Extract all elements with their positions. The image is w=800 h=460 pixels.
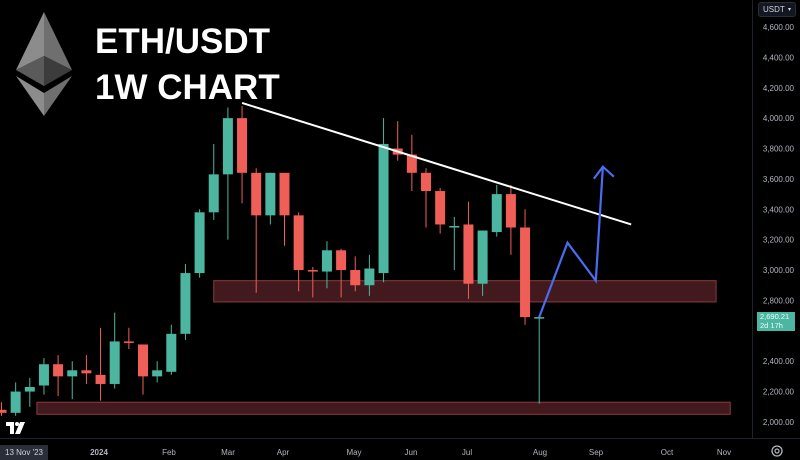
candle[interactable] [180, 263, 191, 340]
support-zone[interactable] [36, 401, 731, 415]
candle[interactable] [336, 248, 347, 298]
candle[interactable] [222, 107, 233, 240]
candle[interactable] [463, 201, 474, 299]
price-tick: 2,200.00 [763, 388, 795, 397]
candle[interactable] [237, 105, 248, 204]
candle[interactable] [123, 327, 134, 350]
support-zones [36, 280, 731, 415]
price-tick: 2,000.00 [763, 418, 795, 427]
time-tick: Sep [589, 448, 604, 457]
chevron-down-icon: ▾ [787, 7, 791, 13]
candle[interactable] [321, 241, 332, 289]
candle[interactable] [364, 254, 375, 296]
time-tick: 2024 [90, 448, 108, 457]
candle[interactable] [477, 230, 488, 296]
candle[interactable] [279, 172, 290, 246]
price-tick: 3,200.00 [763, 236, 795, 245]
candle[interactable] [378, 118, 389, 283]
time-tick: Mar [221, 448, 235, 457]
time-tick: Oct [661, 448, 674, 457]
candle[interactable] [350, 256, 361, 292]
candle[interactable] [208, 143, 219, 220]
price-tick: 4,400.00 [763, 53, 795, 62]
candle[interactable] [307, 267, 318, 298]
currency-dropdown[interactable]: USDT ▾ [758, 2, 796, 17]
time-tick: Nov [717, 448, 731, 457]
resistance-trendline[interactable] [241, 101, 632, 226]
time-tick: Apr [277, 448, 290, 457]
candle[interactable] [194, 209, 205, 278]
ethereum-logo [16, 12, 72, 116]
candle[interactable] [10, 382, 21, 416]
candle[interactable] [251, 168, 262, 293]
candle[interactable] [449, 216, 460, 271]
chart-title-pair: ETH/USDT [95, 22, 270, 61]
chart-title-timeframe: 1W CHART [95, 68, 280, 107]
candle[interactable] [53, 355, 64, 397]
projection-arrow[interactable] [538, 166, 604, 318]
current-price: 2,690.21 [760, 312, 790, 321]
price-tick: 4,600.00 [763, 23, 795, 32]
time-tick: Jul [462, 448, 472, 457]
time-tick: Jun [405, 448, 418, 457]
candle[interactable] [152, 361, 163, 383]
candle[interactable] [166, 324, 177, 375]
cursor-date-tag: 13 Nov '23 [0, 445, 48, 460]
candle[interactable] [38, 358, 49, 395]
candle[interactable] [265, 172, 276, 225]
candle[interactable] [138, 344, 148, 395]
candle[interactable] [109, 312, 120, 389]
tradingview-logo [6, 422, 25, 434]
candle[interactable] [406, 134, 417, 192]
candle[interactable] [293, 212, 304, 292]
candle[interactable] [24, 377, 35, 407]
candle[interactable] [95, 327, 106, 401]
price-scale[interactable]: 4,600.00 4,400.00 4,200.00 4,000.00 3,800.00… [763, 23, 795, 427]
candle[interactable] [534, 315, 545, 404]
candle-countdown: 2d 17h [760, 321, 783, 330]
time-scale[interactable]: 2024 Feb Mar Apr May Jun Jul Aug Sep Oct Nov [90, 448, 731, 457]
price-tick: 4,000.00 [763, 114, 795, 123]
price-tick: 2,800.00 [763, 296, 795, 305]
candle[interactable] [0, 402, 7, 416]
price-tick: 2,400.00 [763, 357, 795, 366]
price-tick: 3,000.00 [763, 266, 795, 275]
time-tick: May [346, 448, 361, 457]
candle[interactable] [520, 209, 531, 325]
candle[interactable] [505, 184, 516, 255]
time-tick: Feb [162, 448, 176, 457]
price-tick: 3,800.00 [763, 145, 795, 154]
support-zone[interactable] [213, 280, 717, 303]
current-price-tag: 2,690.21 2d 17h [757, 312, 795, 331]
annotations [241, 101, 632, 318]
candle[interactable] [421, 168, 431, 228]
price-tick: 3,400.00 [763, 205, 795, 214]
currency-label: USDT [763, 5, 785, 14]
candle[interactable] [435, 188, 446, 234]
candle[interactable] [67, 361, 78, 400]
candle[interactable] [491, 184, 502, 237]
price-tick: 3,600.00 [763, 175, 795, 184]
candle[interactable] [81, 355, 92, 384]
arrowhead-icon [592, 165, 615, 180]
candles [0, 105, 545, 416]
time-tick: Aug [533, 448, 547, 457]
settings-gear-icon[interactable] [770, 444, 784, 458]
price-tick: 4,200.00 [763, 84, 795, 93]
